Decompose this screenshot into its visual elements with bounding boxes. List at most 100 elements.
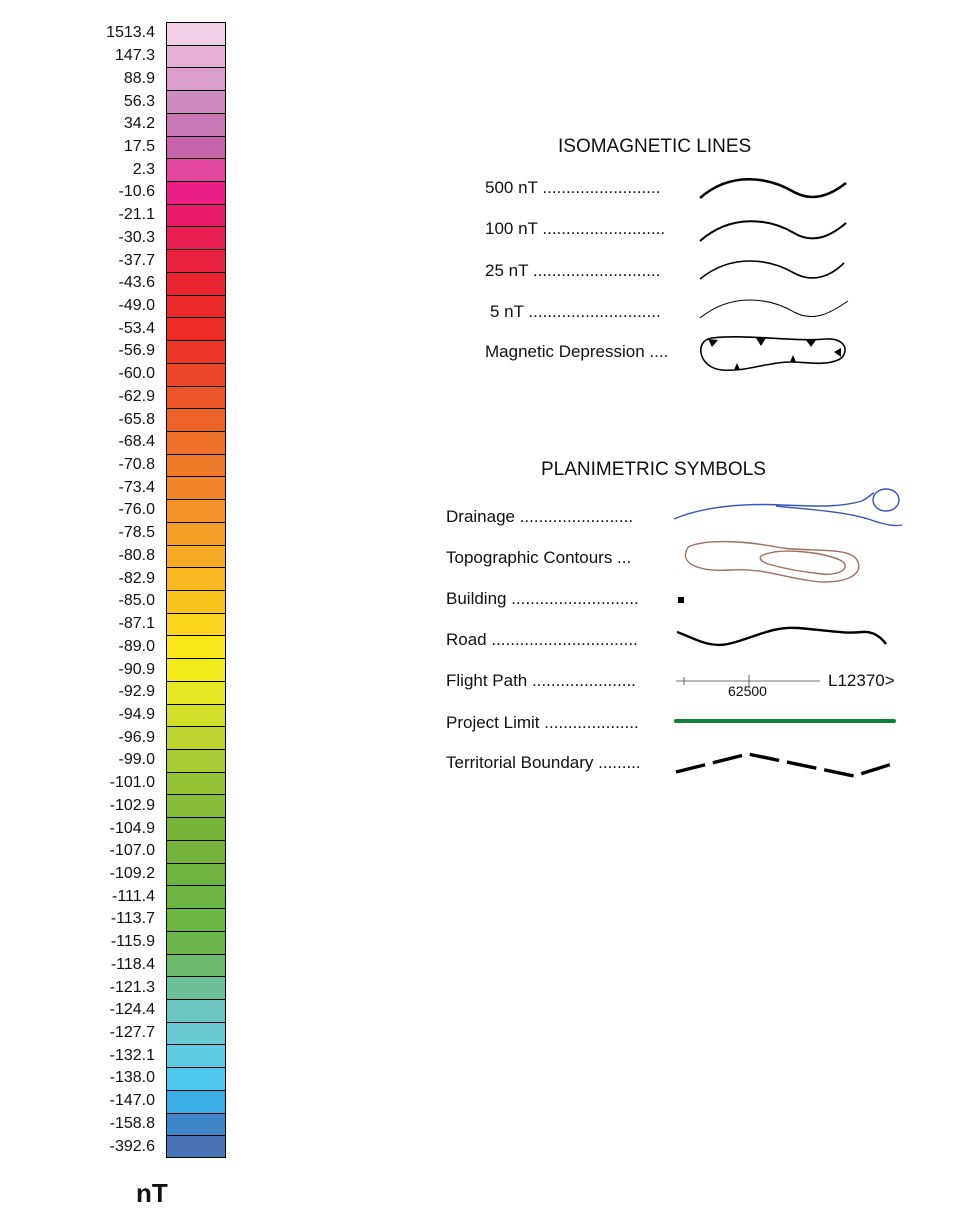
color-scale-cell bbox=[166, 839, 226, 864]
legend-label-project-limit: Project Limit .................... bbox=[446, 713, 639, 732]
color-scale-cell bbox=[166, 885, 226, 909]
color-scale-label: -73.4 bbox=[118, 478, 155, 496]
color-scale-label: -132.1 bbox=[109, 1046, 155, 1064]
color-scale-label: -53.4 bbox=[118, 319, 155, 337]
color-scale-label: -68.4 bbox=[118, 433, 155, 451]
color-scale-cell bbox=[166, 294, 226, 318]
flight-path-fiducial: 62500 bbox=[728, 683, 767, 699]
color-scale-label: -92.9 bbox=[118, 683, 155, 701]
color-scale-cell bbox=[166, 771, 226, 795]
color-scale-label: -76.0 bbox=[118, 501, 155, 519]
color-scale-label: -49.0 bbox=[118, 297, 155, 314]
color-scale-label: -78.5 bbox=[118, 524, 155, 542]
color-scale-cell bbox=[166, 1135, 226, 1159]
color-scale-label: -62.9 bbox=[118, 387, 155, 405]
color-scale-label: -90.9 bbox=[118, 660, 155, 678]
color-scale-cell bbox=[166, 249, 226, 273]
flight-line-id: L12370> bbox=[828, 671, 895, 690]
road-icon bbox=[676, 626, 887, 647]
color-scale-label: -43.6 bbox=[118, 274, 155, 292]
legend-label-flight-path: Flight Path ...................... bbox=[446, 671, 636, 690]
color-scale-label: 2.3 bbox=[132, 160, 155, 178]
color-scale-cell bbox=[166, 1021, 226, 1045]
color-scale-label: -94.9 bbox=[118, 705, 155, 723]
color-scale-label: 88.9 bbox=[123, 69, 155, 87]
color-scale-cell bbox=[166, 1089, 226, 1114]
color-scale-label: -158.8 bbox=[109, 1114, 155, 1132]
color-scale-label: -85.0 bbox=[118, 592, 155, 610]
territorial-boundary-icon bbox=[675, 752, 893, 778]
color-scale-cell bbox=[166, 226, 226, 250]
color-scale-label: -147.0 bbox=[109, 1092, 155, 1110]
color-scale-label: 147.3 bbox=[114, 47, 155, 65]
color-scale-label: -113.7 bbox=[110, 910, 155, 928]
color-scale-label: -65.8 bbox=[118, 410, 155, 428]
color-scale-cell bbox=[166, 362, 226, 387]
color-scale-label: -101.0 bbox=[109, 774, 155, 792]
color-scale-cell bbox=[166, 22, 226, 46]
color-scale-cell bbox=[166, 908, 226, 932]
color-scale-cell bbox=[166, 158, 226, 182]
color-scale-unit: nT bbox=[136, 1178, 168, 1208]
color-scale-cell bbox=[166, 430, 226, 455]
isomagnetic-lines-title: ISOMAGNETIC LINES bbox=[558, 136, 752, 157]
legend-label-drainage: Drainage ........................ bbox=[446, 507, 634, 526]
color-scale-cell bbox=[166, 340, 226, 364]
color-scale-cell bbox=[166, 271, 226, 296]
color-scale-label: -37.7 bbox=[118, 251, 155, 269]
color-scale-label: -30.3 bbox=[118, 228, 155, 246]
color-scale-cell bbox=[166, 658, 226, 682]
color-scale-label: -96.9 bbox=[118, 728, 155, 746]
color-scale-cell bbox=[166, 203, 226, 227]
color-scale-cell bbox=[166, 1044, 226, 1068]
color-scale-cell bbox=[166, 635, 226, 659]
color-scale-cell bbox=[166, 567, 226, 591]
color-scale-label: -124.4 bbox=[109, 1001, 155, 1019]
building-icon bbox=[678, 597, 684, 603]
color-scale-cell bbox=[166, 499, 226, 523]
color-scale-cell bbox=[166, 703, 226, 727]
color-scale-label: -115.9 bbox=[110, 933, 155, 951]
color-scale-label: 17.5 bbox=[123, 137, 155, 155]
color-scale-cell bbox=[166, 612, 226, 636]
color-scale-cell bbox=[166, 453, 226, 477]
color-scale-cell bbox=[166, 408, 226, 432]
color-scale-label: -80.8 bbox=[118, 546, 155, 564]
color-scale-label: 34.2 bbox=[123, 115, 155, 133]
flight-path-icon bbox=[676, 675, 820, 687]
color-scale-cell bbox=[166, 385, 226, 409]
color-scale-cell bbox=[166, 544, 226, 568]
color-scale-cell bbox=[166, 976, 226, 1000]
color-scale-label: 56.3 bbox=[123, 92, 155, 110]
color-scale-cell bbox=[166, 1067, 226, 1091]
contour-500-line-icon bbox=[699, 178, 847, 199]
color-scale-cell bbox=[166, 749, 226, 773]
color-scale-cell bbox=[166, 181, 226, 205]
color-scale-cell bbox=[166, 317, 226, 341]
legend-label-25nt: 25 nT ........................... bbox=[485, 261, 661, 280]
legend-label-topographic-contours: Topographic Contours ... bbox=[446, 548, 632, 567]
legend-label-building: Building ........................... bbox=[446, 589, 639, 608]
color-scale-cell bbox=[166, 1112, 226, 1136]
color-scale-label: -60.0 bbox=[118, 365, 155, 383]
topographic-contour-icon bbox=[684, 540, 860, 583]
color-scale-label: -102.9 bbox=[109, 796, 155, 814]
color-scale-cell bbox=[166, 590, 226, 614]
color-scale-label: -121.3 bbox=[109, 978, 155, 996]
color-scale-bar: 1513.4 147.3 88.9 56.3 34.2 17.5 2.3 -10.6 -21.1… bbox=[0, 0, 240, 1208]
color-scale-cell bbox=[166, 862, 226, 886]
color-scale-cell bbox=[166, 112, 226, 137]
contour-100-line-icon bbox=[699, 220, 847, 242]
color-scale-label: -99.0 bbox=[118, 751, 155, 769]
legend-label-500nt: 500 nT ......................... bbox=[485, 178, 661, 197]
color-scale-label: -138.0 bbox=[109, 1069, 155, 1087]
color-scale-label: -21.1 bbox=[118, 206, 155, 224]
color-scale-label: -392.6 bbox=[109, 1137, 155, 1155]
color-scale-cell bbox=[166, 998, 226, 1023]
color-scale-cell bbox=[166, 135, 226, 159]
legend-label-magnetic-depression: Magnetic Depression .... bbox=[485, 342, 669, 361]
color-scale-label: -118.4 bbox=[110, 955, 155, 973]
contour-5-line-icon bbox=[699, 299, 849, 319]
magnetic-depression-icon bbox=[700, 336, 846, 372]
drainage-icon bbox=[673, 488, 903, 527]
